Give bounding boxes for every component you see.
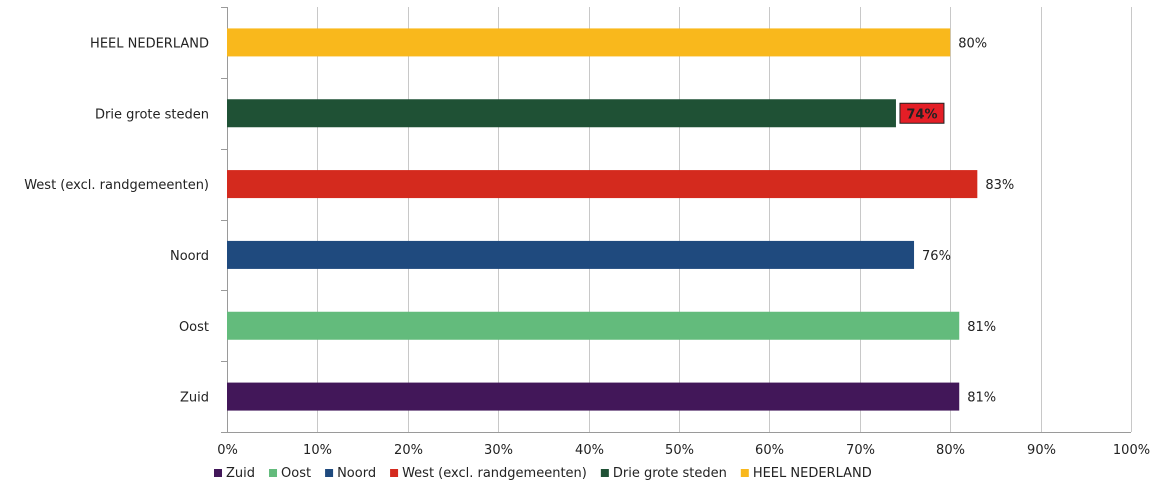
- legend-swatch: [740, 469, 749, 477]
- x-tick-label: 0%: [217, 443, 238, 458]
- data-label: 83%: [985, 178, 1014, 193]
- legend-label: Noord: [337, 466, 376, 481]
- legend-label: Oost: [281, 466, 311, 481]
- bar: [227, 170, 978, 199]
- legend-label: HEEL NEDERLAND: [753, 466, 872, 481]
- x-tick-label: 60%: [755, 443, 784, 458]
- legend-item: HEEL NEDERLAND: [740, 466, 872, 481]
- legend-item: Oost: [269, 466, 311, 481]
- x-tick-label: 40%: [575, 443, 604, 458]
- bars: [227, 28, 978, 411]
- category-label: Oost: [179, 320, 209, 335]
- data-labels: 80% 74% 83% 76% 81% 81%: [899, 36, 1014, 406]
- legend-item: Zuid: [214, 466, 255, 481]
- x-tick-label: 100%: [1113, 443, 1150, 458]
- gridlines: [221, 7, 1132, 433]
- x-tick-label: 10%: [303, 443, 332, 458]
- data-label: 80%: [958, 36, 987, 51]
- legend-swatch: [269, 469, 278, 477]
- legend-item: West (excl. randgemeenten): [390, 466, 587, 481]
- category-label: Noord: [170, 249, 209, 264]
- legend: Zuid Oost Noord West (excl. randgemeenten) D…: [214, 466, 872, 481]
- legend-item: Drie grote steden: [600, 466, 727, 481]
- x-tick-label: 80%: [936, 443, 965, 458]
- data-label: 76%: [922, 249, 951, 264]
- bar: [227, 99, 896, 128]
- legend-label: West (excl. randgemeenten): [402, 466, 587, 481]
- x-tick-label: 50%: [665, 443, 694, 458]
- legend-label: Drie grote steden: [613, 466, 727, 481]
- data-label: 81%: [967, 391, 996, 406]
- legend-swatch: [214, 469, 222, 477]
- category-label: West (excl. randgemeenten): [24, 178, 209, 193]
- bar: [227, 382, 960, 411]
- x-tick-label: 20%: [394, 443, 423, 458]
- x-tick-label: 30%: [484, 443, 513, 458]
- data-label: 74%: [906, 107, 937, 122]
- legend-swatch: [325, 469, 334, 477]
- legend-swatch: [390, 469, 399, 477]
- highlight-box: [899, 102, 945, 124]
- legend-label: Zuid: [226, 466, 255, 481]
- bar: [227, 28, 951, 57]
- bar: [227, 240, 915, 269]
- category-label: Drie grote steden: [95, 107, 209, 122]
- category-labels: HEEL NEDERLAND Drie grote steden West (exc…: [24, 36, 209, 405]
- x-tick-label: 70%: [846, 443, 875, 458]
- legend-swatch: [600, 469, 609, 477]
- category-label: Zuid: [180, 391, 209, 406]
- x-axis-ticks: 0% 10% 20% 30% 40% 50% 60% 70% 80% 90% 100%: [217, 443, 1150, 458]
- data-label: 81%: [967, 320, 996, 335]
- x-tick-label: 90%: [1027, 443, 1056, 458]
- bar: [227, 311, 960, 340]
- category-label: HEEL NEDERLAND: [90, 36, 209, 51]
- legend-item: Noord: [325, 466, 376, 481]
